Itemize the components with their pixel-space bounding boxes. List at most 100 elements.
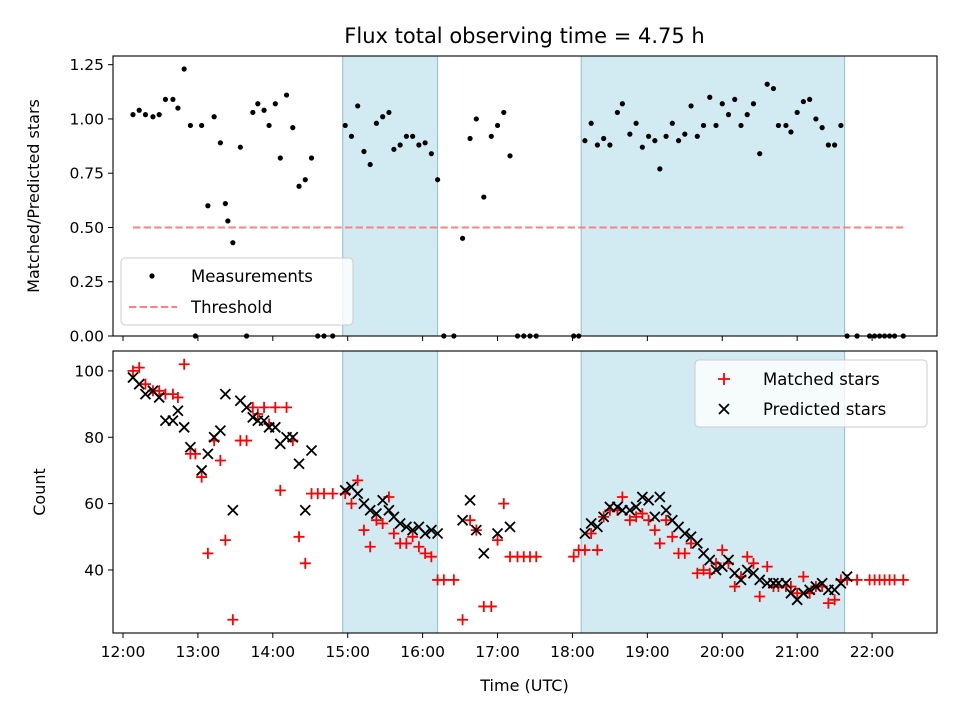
predicted-point — [227, 504, 239, 516]
matched-point — [761, 561, 773, 573]
measurement-point — [813, 116, 819, 122]
matched-point — [202, 547, 214, 559]
legend-predicted-marker — [718, 403, 730, 415]
matched-point — [897, 574, 909, 586]
measurement-point — [367, 161, 373, 168]
predicted-point — [754, 574, 766, 586]
predicted-point — [219, 388, 232, 400]
predicted-point — [247, 411, 259, 423]
matched-point — [196, 471, 208, 483]
measurement-point — [682, 131, 688, 137]
measurement-point — [639, 144, 645, 150]
predicted-point — [624, 504, 636, 516]
measurement-point — [255, 101, 261, 107]
predicted-point — [299, 504, 311, 516]
predicted-point — [735, 574, 747, 586]
matched-point — [630, 511, 642, 523]
matched-point — [464, 514, 476, 526]
predicted-point — [377, 494, 389, 506]
predicted-point — [478, 547, 490, 560]
matched-point — [438, 574, 450, 586]
matched-point — [729, 581, 741, 593]
predicted-point — [679, 527, 691, 540]
y-tick-label: 1.00 — [69, 110, 104, 128]
measurement-point — [473, 116, 479, 122]
measurement-point — [162, 96, 169, 103]
matched-point — [492, 534, 504, 546]
predicted-point — [636, 491, 648, 503]
measurement-point — [403, 133, 409, 139]
bottom-axes-frame — [112, 350, 938, 634]
legend-matched-marker — [718, 373, 730, 385]
predicted-point — [797, 587, 810, 599]
matched-point — [172, 391, 184, 403]
measurement-point — [688, 103, 694, 109]
measurement-point — [700, 122, 707, 129]
measurement-point — [156, 112, 162, 118]
measurement-point — [150, 114, 156, 120]
y-tick-label: 0.50 — [69, 219, 104, 237]
measurement-point — [302, 177, 308, 183]
matched-point — [127, 365, 139, 377]
measurement-point — [757, 151, 763, 157]
predicted-point — [167, 415, 179, 427]
matched-point — [425, 551, 437, 563]
predicted-point — [691, 537, 703, 550]
measurement-point — [807, 96, 813, 103]
predicted-point — [804, 584, 816, 596]
measurement-point — [130, 112, 136, 118]
matched-point — [281, 401, 293, 413]
measurement-point — [663, 133, 669, 139]
predicted-point — [202, 448, 214, 460]
measurement-point — [187, 122, 194, 129]
measurement-point — [627, 131, 633, 137]
measurement-point — [348, 133, 355, 139]
matched-point — [358, 524, 370, 536]
predicted-point — [741, 564, 753, 576]
measurement-point — [770, 85, 777, 92]
predicted-point — [630, 501, 642, 513]
measurement-point — [467, 135, 473, 142]
predicted-point — [364, 504, 376, 516]
matched-point — [660, 514, 672, 526]
predicted-point — [406, 524, 419, 536]
predicted-point — [400, 521, 413, 533]
measurement-point — [582, 138, 588, 144]
measurement-point — [507, 153, 513, 159]
measurement-point — [614, 109, 620, 116]
measurement-point — [142, 112, 149, 118]
measurement-point — [237, 144, 243, 150]
legend-predicted-label: Predicted stars — [763, 400, 886, 419]
y-tick-label: 40 — [84, 561, 104, 579]
matched-point — [241, 435, 253, 447]
predicted-point — [178, 421, 190, 433]
predicted-point — [710, 564, 722, 576]
measurement-point — [136, 107, 142, 113]
measurement-point — [205, 203, 211, 209]
matched-point — [829, 594, 841, 606]
matched-point — [747, 557, 759, 569]
predicted-point — [394, 517, 406, 530]
matched-point — [448, 574, 460, 586]
predicted-point — [139, 388, 152, 400]
x-tick-label: 21:00 — [775, 643, 820, 661]
predicted-point — [370, 507, 383, 520]
measurement-point — [619, 101, 625, 107]
measurement-point — [261, 107, 267, 113]
measurement-point — [211, 114, 217, 120]
measurement-point — [633, 120, 639, 126]
measurement-point — [266, 122, 272, 129]
predicted-point — [133, 378, 145, 390]
matched-point — [293, 531, 305, 543]
predicted-point — [153, 391, 165, 404]
measurement-point — [825, 142, 831, 148]
measurement-point — [361, 148, 367, 155]
top-legend: Measurements Threshold — [120, 257, 354, 326]
legend-measurements-marker — [149, 273, 155, 279]
top-y-ticks: 0.00 0.25 0.50 0.75 1.00 1.25 — [69, 56, 113, 346]
y-tick-label: 1.25 — [69, 56, 104, 74]
predicted-point — [841, 570, 853, 583]
measurement-point — [410, 133, 416, 139]
measurement-point — [732, 96, 738, 103]
measurement-point — [738, 122, 744, 129]
